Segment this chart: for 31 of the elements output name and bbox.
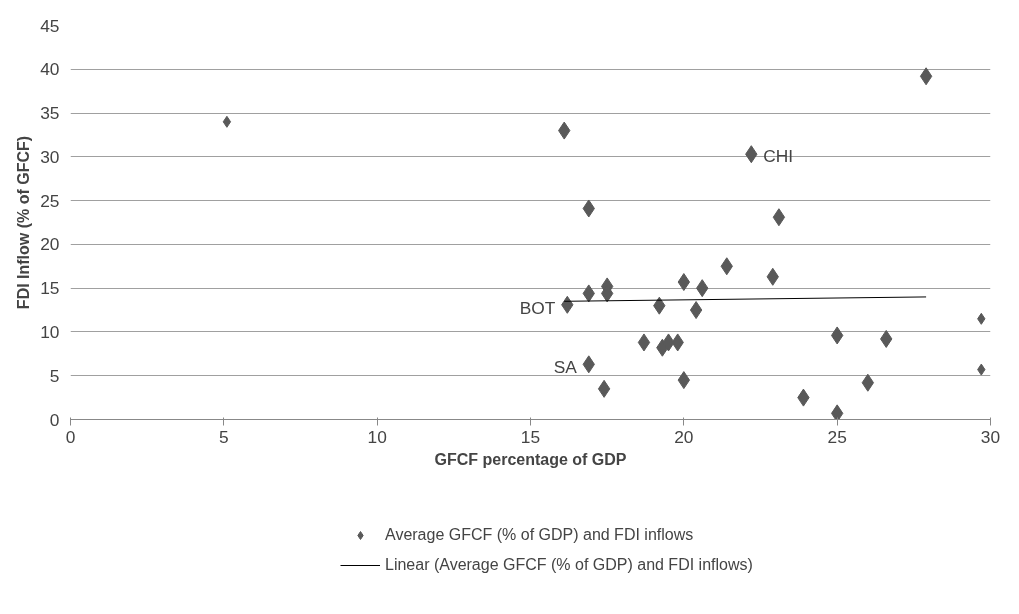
y-tick-label: 25 (40, 190, 60, 211)
annotation: BOT (519, 297, 556, 318)
annotation: CHI (763, 146, 794, 167)
y-tick-label: 35 (40, 103, 60, 124)
legend-label: Average GFCF (% of GDP) and FDI inflows (385, 526, 694, 544)
x-tick-label: 0 (65, 426, 76, 447)
y-tick-label: 45 (40, 15, 60, 36)
y-tick-label: 15 (40, 278, 60, 299)
x-tick-label: 5 (219, 426, 229, 447)
point (597, 379, 611, 398)
y-tick-label: 10 (40, 321, 60, 342)
x-tick-label: 25 (827, 426, 847, 447)
point (689, 301, 703, 320)
point (919, 67, 933, 86)
point (637, 333, 651, 352)
x-axis-title: GFCF percentage of GDP (434, 450, 627, 468)
point (831, 404, 844, 420)
y-tick-label: 5 (49, 365, 60, 386)
y-tick-label: 40 (40, 59, 60, 80)
y-axis-title: FDI Inflow (% of GFCF) (15, 135, 33, 310)
y-tick-label: 0 (49, 409, 60, 430)
y-tick-label: 30 (40, 146, 60, 167)
point (222, 115, 232, 128)
x-tick-label: 15 (520, 426, 541, 447)
point (772, 208, 786, 227)
x-tick-label: 20 (674, 426, 694, 447)
x-tick-label: 30 (980, 426, 1001, 447)
x-tick-label: 10 (367, 426, 387, 447)
legend-label: Linear (Average GFCF (% of GDP) and FDI inflows) (385, 556, 753, 574)
y-tick-label: 20 (40, 234, 60, 255)
annotation: SA (553, 357, 578, 378)
